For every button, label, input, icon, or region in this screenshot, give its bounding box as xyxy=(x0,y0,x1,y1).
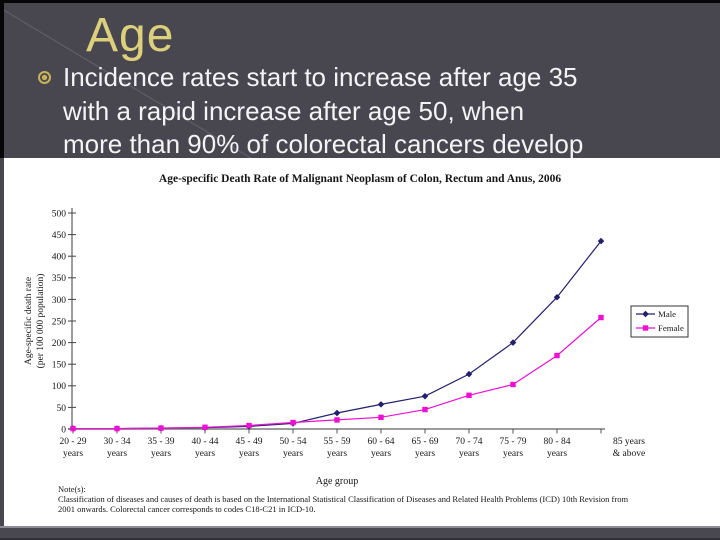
legend-box xyxy=(630,305,689,338)
x-category-label: years xyxy=(239,449,259,459)
female-data-point-marker xyxy=(114,425,120,432)
male-data-point-marker xyxy=(421,392,429,400)
x-category-label: years xyxy=(547,449,567,459)
x-category-label: 60 - 64 xyxy=(368,437,395,447)
slide-title: Age xyxy=(86,9,175,62)
legend-marker-female xyxy=(642,325,649,331)
male-data-point-marker xyxy=(553,293,561,301)
x-category-label: 55 - 59 xyxy=(324,437,351,447)
x-category-label: years xyxy=(415,449,435,459)
x-category-label: years xyxy=(63,449,83,459)
y-axis-label-line1: Age-specific death rate xyxy=(23,277,34,365)
x-category-label: 75 - 79 xyxy=(500,437,527,447)
female-data-point-marker xyxy=(290,419,296,426)
y-tick-label: 350 xyxy=(52,274,67,284)
x-category-label: 80 - 84 xyxy=(544,437,571,447)
y-tick-label: 500 xyxy=(52,209,67,219)
age-death-rate-chart: Age-specific Death Rate of Malignant Neo… xyxy=(23,173,689,514)
x-category-label: 20 - 29 xyxy=(60,437,87,447)
male-data-point-marker xyxy=(377,401,385,408)
y-tick-label: 150 xyxy=(52,361,67,371)
x-category-label: 45 - 49 xyxy=(236,437,263,447)
bullet-text: Incidence rates start to increase after … xyxy=(63,62,584,159)
female-data-point-marker xyxy=(378,414,384,421)
female-data-point-marker xyxy=(510,381,516,388)
legend-item-label: Female xyxy=(658,323,684,333)
female-data-point-marker xyxy=(466,392,472,399)
note-label: Note(s): xyxy=(58,484,86,494)
x-axis-title: Age group xyxy=(316,476,359,487)
x-category-label: 65 - 69 xyxy=(412,437,439,447)
y-tick-label: 100 xyxy=(52,382,67,392)
note-text-line: 2001 onwards. Colorectal cancer correspo… xyxy=(58,504,316,514)
x-category-label: years xyxy=(151,449,171,459)
bullet-item: Incidence rates start to increase after … xyxy=(38,61,708,162)
x-category-label: & above xyxy=(613,449,645,459)
note-text-line: Classification of diseases and causes of… xyxy=(58,494,628,504)
female-data-point-marker xyxy=(158,425,164,431)
chart-panel: Age-specific Death Rate of Malignant Neo… xyxy=(4,158,720,526)
x-category-label: 85 years xyxy=(613,437,645,447)
y-tick-label: 200 xyxy=(52,339,67,349)
legend-item-label: Male xyxy=(658,309,676,319)
slide-footer-bar xyxy=(0,526,720,540)
female-data-point-marker xyxy=(554,352,560,359)
x-category-label: 40 - 44 xyxy=(192,437,219,447)
female-data-point-marker xyxy=(334,417,340,423)
x-category-label: years xyxy=(107,449,127,459)
y-tick-label: 400 xyxy=(52,253,67,263)
x-category-label: years xyxy=(371,449,391,459)
y-axis-label-line2: (per 100 000 population) xyxy=(35,274,46,369)
x-category-label: 30 - 34 xyxy=(104,437,131,447)
female-data-point-marker xyxy=(246,422,252,429)
legend-marker-male xyxy=(642,310,649,318)
female-data-point-marker xyxy=(202,424,208,430)
male-data-point-marker xyxy=(333,409,341,417)
x-category-label: 70 - 74 xyxy=(456,437,483,447)
female-data-point-marker xyxy=(598,314,604,321)
x-category-label: years xyxy=(503,449,523,459)
y-tick-label: 450 xyxy=(52,231,67,241)
male-data-point-marker xyxy=(597,237,605,245)
y-tick-label: 250 xyxy=(52,317,67,327)
x-category-label: 50 - 54 xyxy=(280,437,307,447)
bullet-target-icon xyxy=(38,71,51,84)
chart-title: Age-specific Death Rate of Malignant Neo… xyxy=(159,173,561,185)
x-category-label: 35 - 39 xyxy=(148,437,175,447)
y-tick-label: 300 xyxy=(52,296,67,306)
x-category-label: years xyxy=(283,449,303,459)
x-category-label: years xyxy=(327,449,347,459)
male-data-point-marker xyxy=(465,370,473,378)
male-line xyxy=(73,240,602,430)
y-tick-label: 0 xyxy=(61,425,66,435)
x-category-label: years xyxy=(459,449,479,459)
x-category-label: years xyxy=(195,449,215,459)
slide-header: Age Incidence rates start to increase af… xyxy=(0,0,720,161)
y-tick-label: 50 xyxy=(57,404,67,414)
female-data-point-marker xyxy=(422,406,428,413)
female-data-point-marker xyxy=(70,425,76,432)
